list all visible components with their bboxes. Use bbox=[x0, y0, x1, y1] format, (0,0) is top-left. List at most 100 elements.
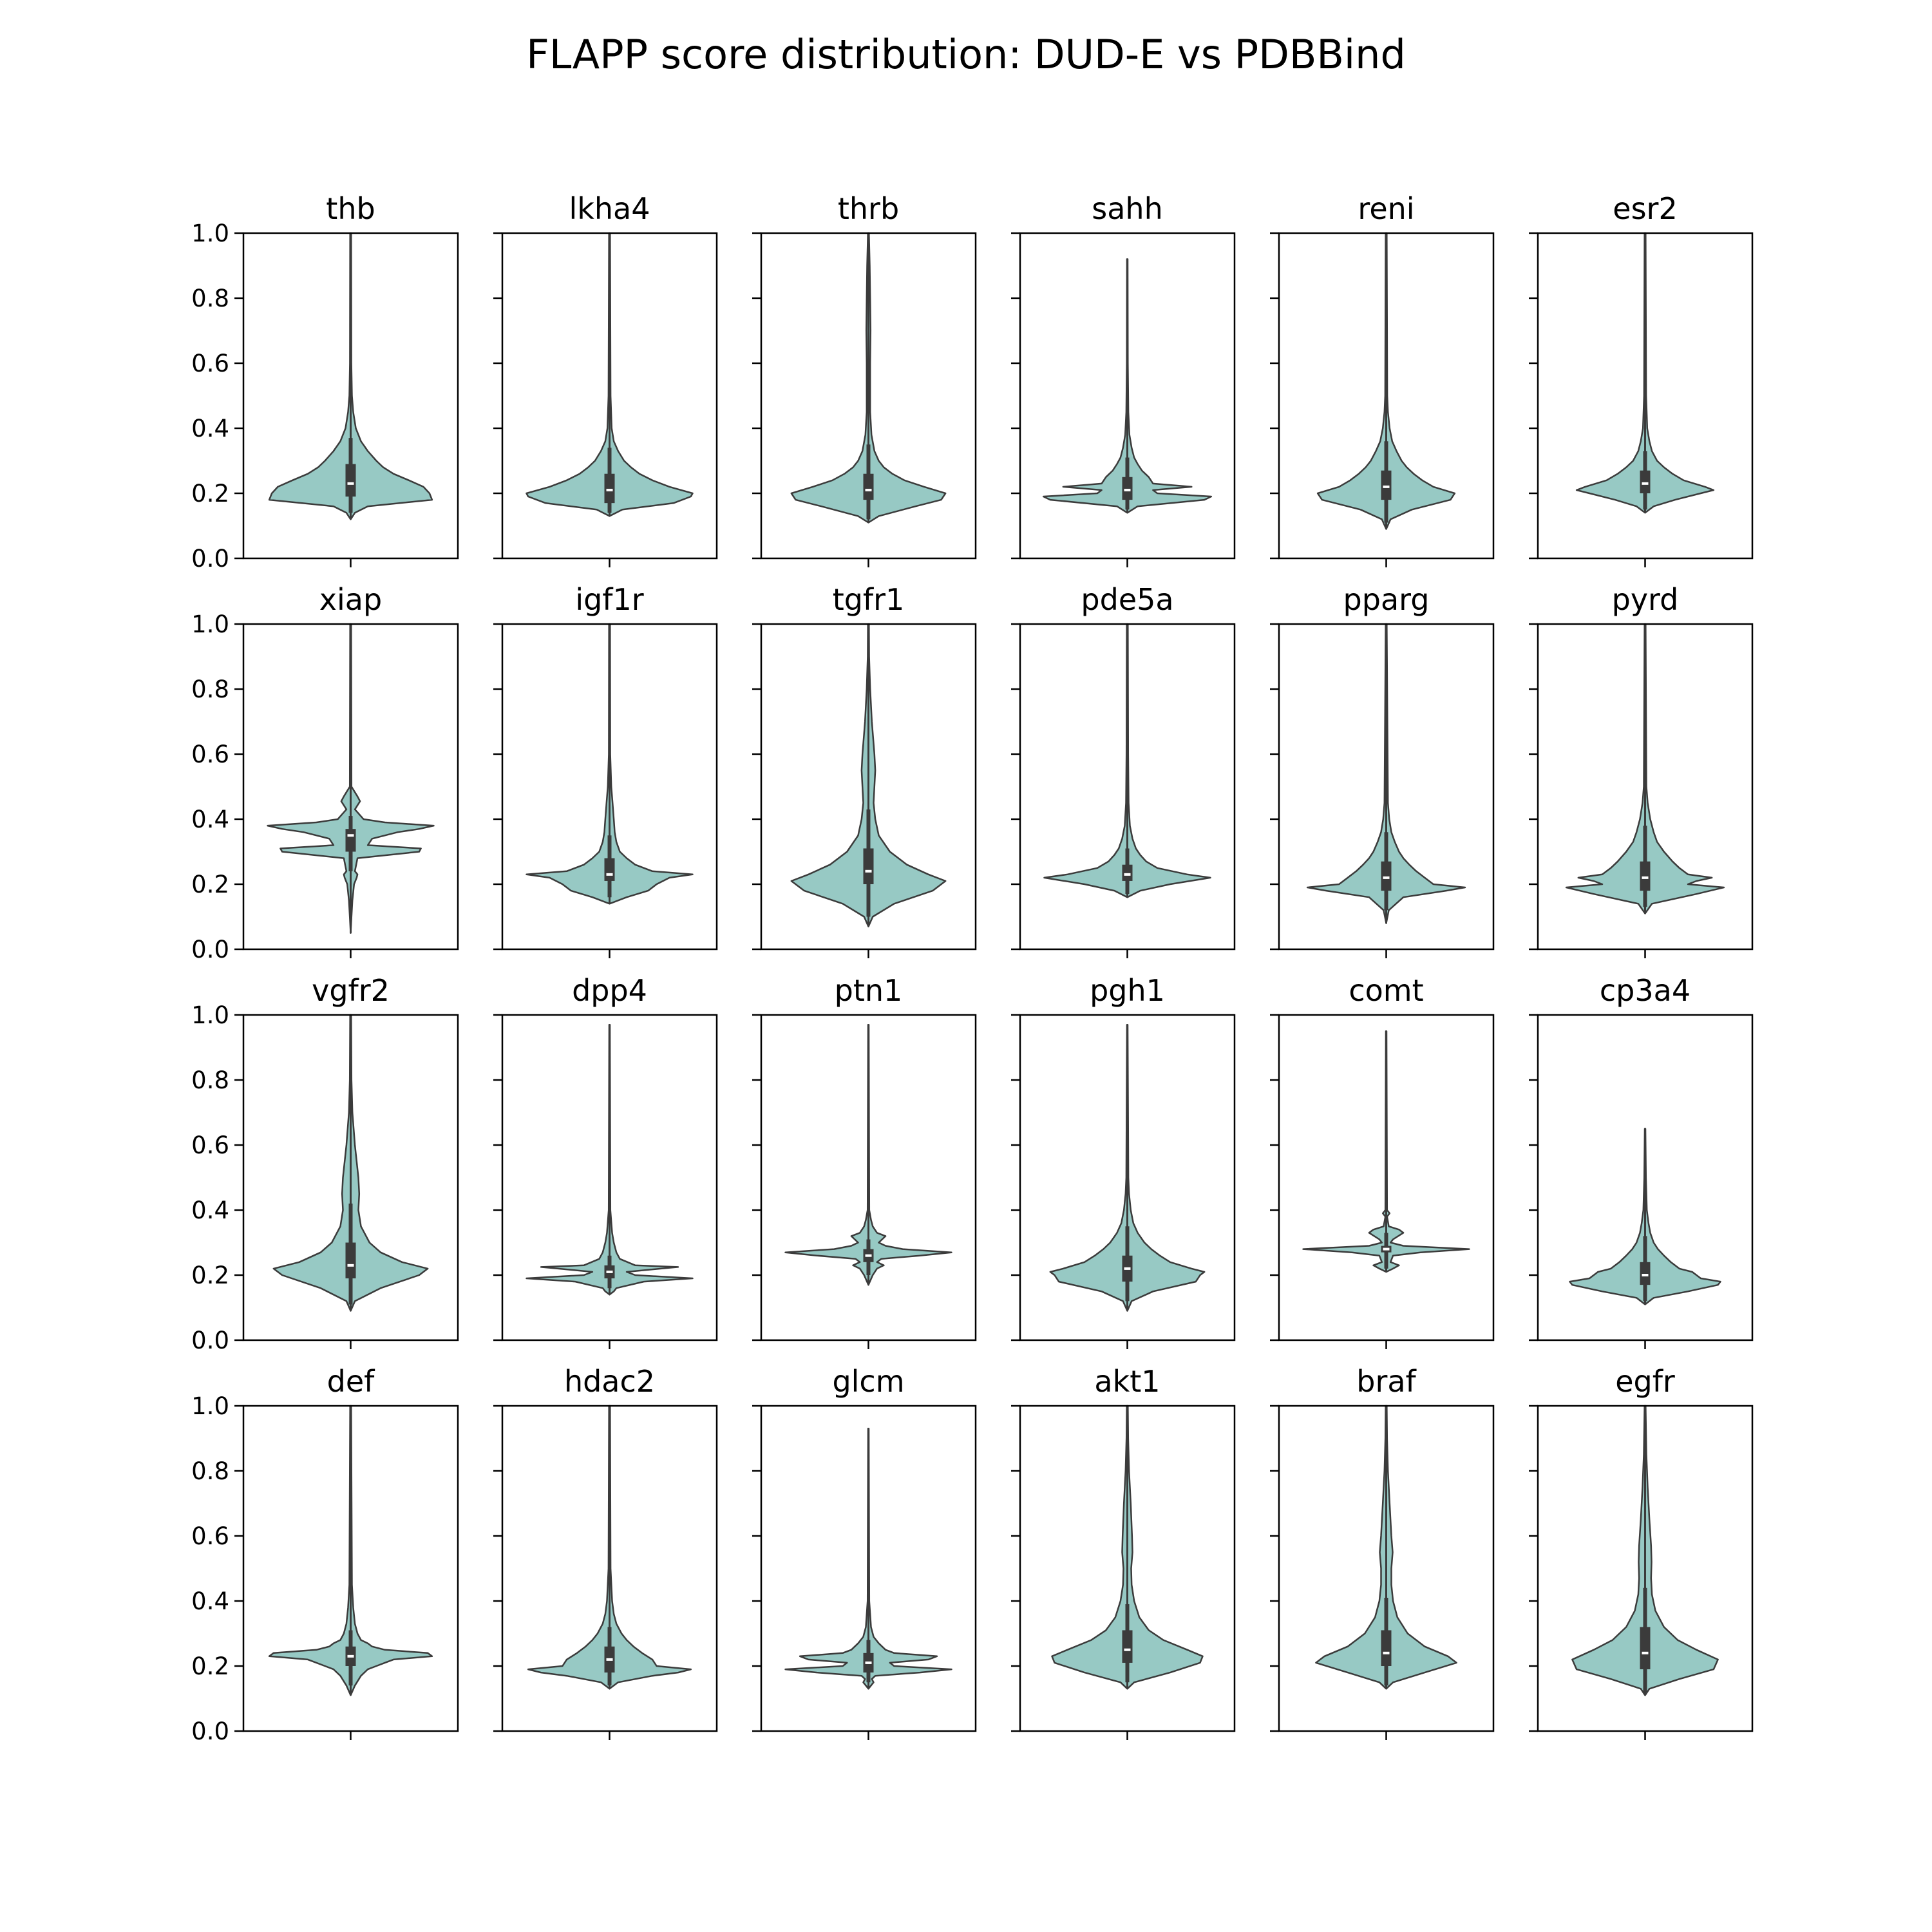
panel-pparg: pparg bbox=[1270, 582, 1495, 958]
panel-title: def bbox=[327, 1364, 376, 1399]
panel-pyrd: pyrd bbox=[1529, 582, 1754, 958]
panel-braf: braf bbox=[1270, 1364, 1495, 1740]
y-tick-label: 0.6 bbox=[191, 1132, 229, 1159]
panel-title: pde5a bbox=[1081, 582, 1173, 617]
panel-title: lkha4 bbox=[569, 191, 650, 226]
panel-title: esr2 bbox=[1613, 191, 1677, 226]
y-tick-label: 0.4 bbox=[191, 1587, 229, 1615]
panel-reni: reni bbox=[1270, 191, 1495, 567]
iqr-box bbox=[1640, 1627, 1651, 1670]
y-tick-label: 1.0 bbox=[191, 611, 229, 638]
axes-frame bbox=[501, 1014, 718, 1341]
figure-title: FLAPP score distribution: DUD-E vs PDBBi… bbox=[526, 31, 1406, 78]
y-tick-label: 0.8 bbox=[191, 676, 229, 703]
axes-frame bbox=[501, 232, 718, 560]
panel-def: def 0.0 0.2 0.4 0.6 0.8 1.0 bbox=[191, 1364, 459, 1745]
iqr-box bbox=[1122, 477, 1133, 500]
iqr-box bbox=[1640, 470, 1651, 493]
y-tick-label: 0.8 bbox=[191, 1066, 229, 1094]
y-tick-label: 0.8 bbox=[191, 1457, 229, 1485]
y-tick-label: 0.0 bbox=[191, 545, 229, 573]
panel-xiap: xiap 0.0 0.2 0.4 0.6 0.8 1.0 bbox=[191, 582, 459, 963]
axes-frame bbox=[760, 1405, 977, 1732]
axes-frame bbox=[760, 232, 977, 560]
axes-frame bbox=[1019, 623, 1236, 951]
iqr-box bbox=[1381, 1630, 1392, 1666]
panel-title: reni bbox=[1358, 191, 1414, 226]
y-tick-label: 0.6 bbox=[191, 350, 229, 377]
panel-title: pgh1 bbox=[1090, 973, 1165, 1008]
panel-esr2: esr2 bbox=[1529, 191, 1754, 567]
y-tick-label: 0.2 bbox=[191, 1653, 229, 1680]
axes-frame bbox=[1537, 623, 1754, 951]
y-tick-label: 0.4 bbox=[191, 806, 229, 833]
panel-akt1: akt1 bbox=[1011, 1364, 1236, 1740]
iqr-box bbox=[345, 1242, 356, 1279]
axes-frame bbox=[1019, 232, 1236, 560]
axes-frame bbox=[242, 623, 459, 951]
panel-thb: thb 0.0 0.2 0.4 0.6 0.8 1.0 bbox=[191, 191, 459, 573]
iqr-box bbox=[1381, 470, 1392, 500]
iqr-box bbox=[863, 473, 874, 500]
iqr-box bbox=[345, 464, 356, 497]
axes-frame bbox=[242, 1405, 459, 1732]
iqr-box bbox=[1122, 1630, 1133, 1663]
panel-title: xiap bbox=[319, 582, 382, 617]
panel-title: thb bbox=[326, 191, 375, 226]
axes-frame bbox=[1019, 1014, 1236, 1341]
panel-title: glcm bbox=[832, 1364, 904, 1399]
panel-lkha4: lkha4 bbox=[493, 191, 718, 567]
iqr-box bbox=[1381, 861, 1392, 891]
iqr-box bbox=[863, 848, 874, 884]
y-tick-label: 0.2 bbox=[191, 871, 229, 898]
panel-title: akt1 bbox=[1094, 1364, 1160, 1399]
panel-title: pyrd bbox=[1612, 582, 1679, 617]
panel-cp3a4: cp3a4 bbox=[1529, 973, 1754, 1349]
panel-title: thrb bbox=[838, 191, 899, 226]
axes-frame bbox=[242, 1014, 459, 1341]
y-tick-label: 1.0 bbox=[191, 1392, 229, 1420]
iqr-box bbox=[1640, 1262, 1651, 1285]
y-tick-label: 0.0 bbox=[191, 936, 229, 963]
panel-vgfr2: vgfr2 0.0 0.2 0.4 0.6 0.8 1.0 bbox=[191, 973, 459, 1354]
y-tick-label: 0.2 bbox=[191, 480, 229, 507]
axes-frame bbox=[1537, 1014, 1754, 1341]
panel-ptn1: ptn1 bbox=[752, 973, 977, 1349]
y-tick-label: 0.8 bbox=[191, 285, 229, 312]
panel-tgfr1: tgfr1 bbox=[752, 582, 977, 958]
axes-frame bbox=[1278, 232, 1495, 560]
panel-title: egfr bbox=[1615, 1364, 1675, 1399]
panel-title: tgfr1 bbox=[833, 582, 905, 617]
panel-title: sahh bbox=[1092, 191, 1162, 226]
panel-sahh: sahh bbox=[1011, 191, 1236, 567]
axes-frame bbox=[501, 623, 718, 951]
y-tick-label: 1.0 bbox=[191, 220, 229, 247]
iqr-box bbox=[1122, 864, 1133, 881]
panel-comt: comt bbox=[1270, 973, 1495, 1349]
panel-dpp4: dpp4 bbox=[493, 973, 718, 1349]
axes-frame bbox=[1537, 1405, 1754, 1732]
panel-egfr: egfr bbox=[1529, 1364, 1754, 1740]
y-tick-label: 0.6 bbox=[191, 741, 229, 768]
axes-frame bbox=[1278, 623, 1495, 951]
iqr-box bbox=[604, 858, 615, 881]
y-tick-label: 0.0 bbox=[191, 1718, 229, 1745]
panel-title: braf bbox=[1356, 1364, 1417, 1399]
y-tick-label: 0.6 bbox=[191, 1522, 229, 1550]
iqr-box bbox=[1640, 861, 1651, 891]
y-tick-label: 0.4 bbox=[191, 1197, 229, 1224]
axes-frame bbox=[242, 232, 459, 560]
y-tick-label: 0.2 bbox=[191, 1262, 229, 1289]
axes-frame bbox=[1278, 1405, 1495, 1732]
panel-title: ptn1 bbox=[835, 973, 903, 1008]
panel-title: hdac2 bbox=[564, 1364, 655, 1399]
panel-title: pparg bbox=[1343, 582, 1430, 617]
panel-title: cp3a4 bbox=[1600, 973, 1690, 1008]
panel-igf1r: igf1r bbox=[493, 582, 718, 958]
y-tick-label: 0.4 bbox=[191, 415, 229, 442]
panel-pde5a: pde5a bbox=[1011, 582, 1236, 958]
axes-frame bbox=[1278, 1014, 1495, 1341]
iqr-box bbox=[345, 829, 356, 852]
panel-title: dpp4 bbox=[572, 973, 647, 1008]
